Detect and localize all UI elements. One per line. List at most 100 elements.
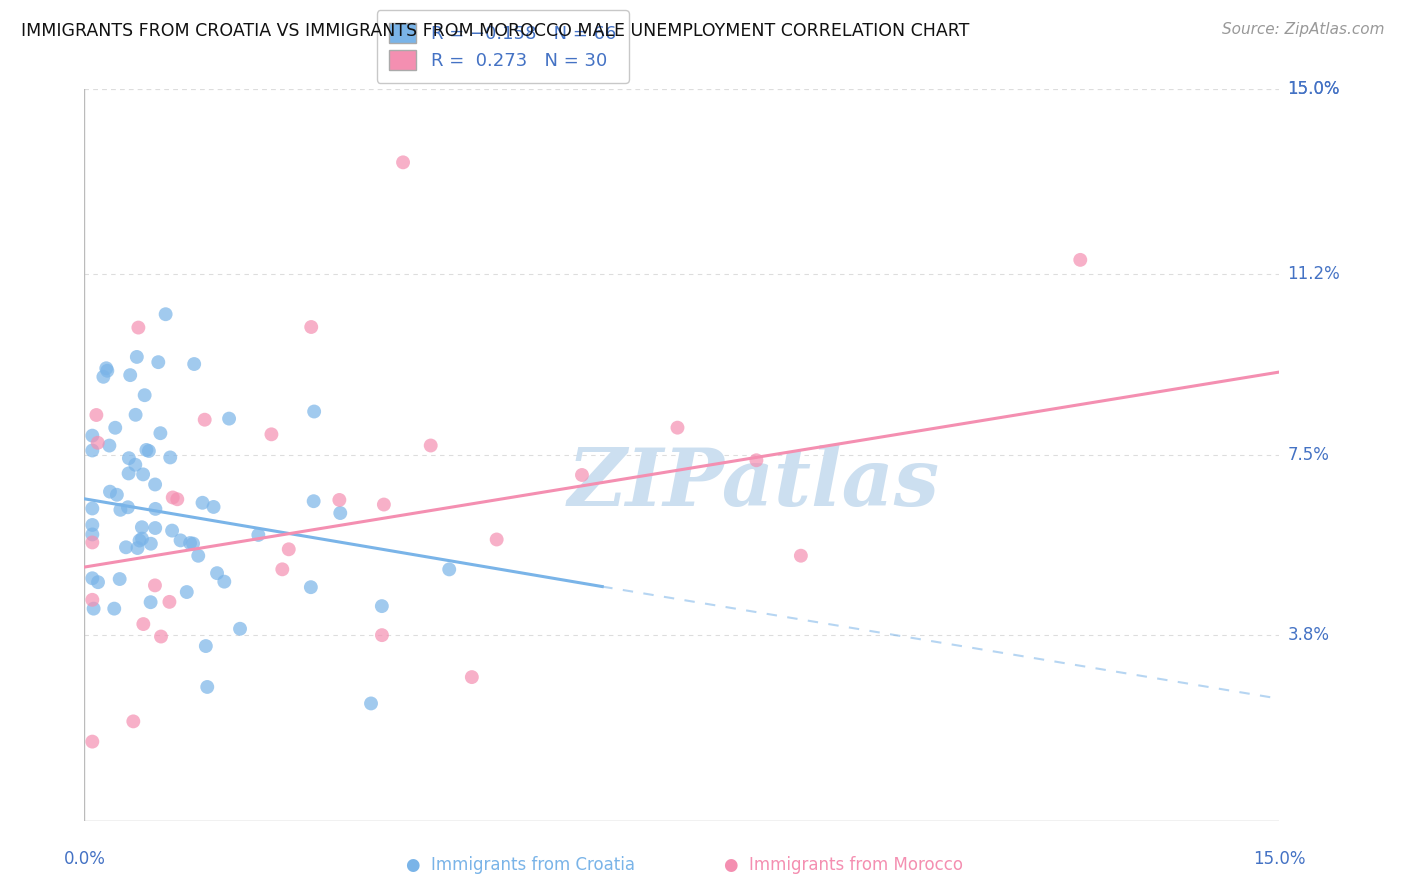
Point xyxy=(98,484,121,499)
Point xyxy=(82,527,104,541)
Point xyxy=(82,518,104,533)
Text: ●  Immigrants from Morocco: ● Immigrants from Morocco xyxy=(724,856,963,874)
Point xyxy=(247,528,270,542)
Point xyxy=(127,320,149,334)
Text: IMMIGRANTS FROM CROATIA VS IMMIGRANTS FROM MOROCCO MALE UNEMPLOYMENT CORRELATION: IMMIGRANTS FROM CROATIA VS IMMIGRANTS FR… xyxy=(21,22,970,40)
Point xyxy=(166,492,188,507)
Point xyxy=(187,549,209,563)
Point xyxy=(124,408,146,422)
Point xyxy=(82,734,104,748)
Point xyxy=(299,580,322,594)
Point xyxy=(371,599,394,613)
Point xyxy=(790,549,813,563)
Point xyxy=(160,524,183,538)
Point xyxy=(373,498,395,512)
Text: 0.0%: 0.0% xyxy=(63,850,105,868)
Text: 7.5%: 7.5% xyxy=(1288,446,1329,464)
Point xyxy=(82,592,104,607)
Point xyxy=(745,453,768,467)
Point xyxy=(571,468,593,483)
Point xyxy=(461,670,484,684)
Point xyxy=(108,572,131,586)
Point xyxy=(124,458,146,472)
Point xyxy=(202,500,225,514)
Point xyxy=(86,408,108,422)
Point xyxy=(183,357,205,371)
Point xyxy=(104,421,127,435)
Point xyxy=(302,494,325,508)
Text: 11.2%: 11.2% xyxy=(1288,266,1340,284)
Point xyxy=(194,413,217,427)
Point xyxy=(148,355,170,369)
Text: 3.8%: 3.8% xyxy=(1288,626,1330,644)
Point xyxy=(169,533,191,548)
Point xyxy=(117,467,139,481)
Point xyxy=(150,630,173,644)
Point xyxy=(82,443,104,458)
Text: Source: ZipAtlas.com: Source: ZipAtlas.com xyxy=(1222,22,1385,37)
Point xyxy=(194,639,217,653)
Point xyxy=(328,492,350,507)
Point xyxy=(205,566,228,581)
Point xyxy=(87,435,110,450)
Text: ZIPatlas: ZIPatlas xyxy=(568,445,939,523)
Text: 15.0%: 15.0% xyxy=(1288,80,1340,98)
Point xyxy=(82,428,104,442)
Point xyxy=(666,420,689,434)
Text: ●  Immigrants from Croatia: ● Immigrants from Croatia xyxy=(406,856,634,874)
Point xyxy=(131,532,153,546)
Point xyxy=(159,450,181,465)
Point xyxy=(181,536,204,550)
Point xyxy=(229,622,252,636)
Point xyxy=(143,521,166,535)
Point xyxy=(176,585,198,599)
Point xyxy=(485,533,508,547)
Point xyxy=(214,574,236,589)
Legend: R = −0.158   N = 66, R =  0.273   N = 30: R = −0.158 N = 66, R = 0.273 N = 30 xyxy=(377,11,628,83)
Point xyxy=(195,680,218,694)
Text: 15.0%: 15.0% xyxy=(1288,80,1340,98)
Point xyxy=(143,578,166,592)
Point xyxy=(96,361,118,376)
Point xyxy=(392,155,415,169)
Point xyxy=(139,595,162,609)
Point xyxy=(135,442,157,457)
Point xyxy=(98,439,121,453)
Point xyxy=(143,477,166,491)
Point xyxy=(96,364,118,378)
Point xyxy=(1069,252,1091,267)
Point xyxy=(299,320,322,334)
Point xyxy=(134,388,156,402)
Point xyxy=(120,368,142,383)
Point xyxy=(122,714,145,729)
Point xyxy=(127,541,149,555)
Point xyxy=(83,601,105,615)
Point xyxy=(260,427,283,442)
Point xyxy=(179,536,201,550)
Point xyxy=(131,520,153,534)
Point xyxy=(419,438,441,452)
Point xyxy=(155,307,177,321)
Point xyxy=(371,628,394,642)
Point xyxy=(149,426,172,441)
Point xyxy=(360,697,382,711)
Point xyxy=(117,500,139,515)
Point xyxy=(103,601,125,615)
Point xyxy=(132,467,155,482)
Point xyxy=(139,537,162,551)
Text: 15.0%: 15.0% xyxy=(1253,850,1306,868)
Point xyxy=(128,533,150,548)
Point xyxy=(115,541,138,555)
Point xyxy=(132,617,155,632)
Point xyxy=(110,503,132,517)
Point xyxy=(93,369,115,384)
Point xyxy=(138,444,160,458)
Point xyxy=(271,562,294,576)
Point xyxy=(277,542,299,557)
Point xyxy=(145,502,167,516)
Point xyxy=(87,575,110,590)
Point xyxy=(159,595,181,609)
Point xyxy=(82,571,104,585)
Point xyxy=(218,411,240,425)
Point xyxy=(82,501,104,516)
